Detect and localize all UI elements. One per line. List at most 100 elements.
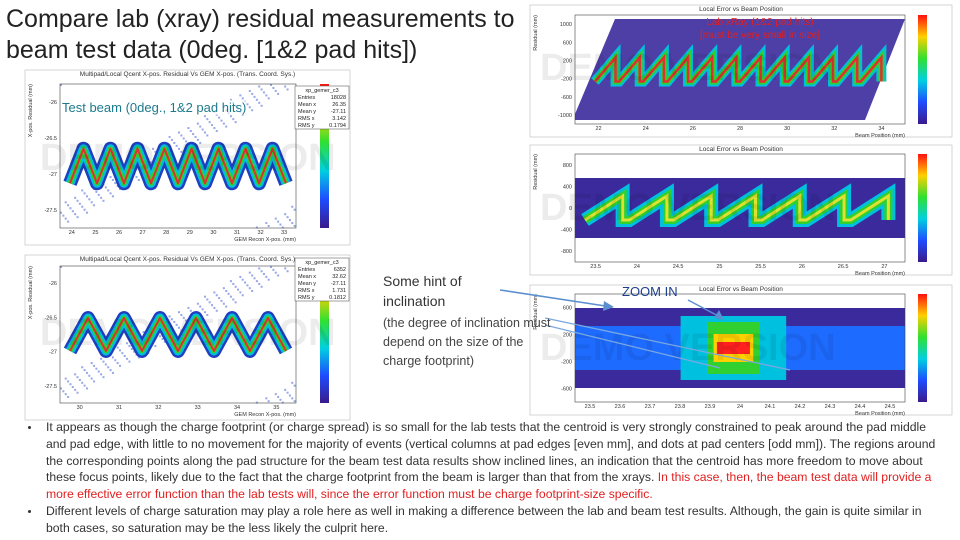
scatter-cell [293, 208, 296, 211]
scatter-cell [62, 214, 65, 217]
scatter-cell [182, 316, 185, 319]
scatter-cell [119, 364, 121, 367]
scatter-cell [135, 176, 138, 179]
scatter-cell [293, 400, 296, 403]
scatter-cell [213, 127, 216, 130]
stats-key: RMS x [298, 116, 315, 122]
bullet-text: Different levels of charge saturation ma… [46, 503, 922, 535]
x-tick-label: 28 [163, 230, 169, 236]
scatter-cell [206, 314, 209, 317]
scatter-cell [163, 340, 166, 343]
stats-name: xp_gemer_c3 [305, 88, 338, 94]
x-axis-label: Beam Position (mm) [855, 133, 905, 139]
scatter-cell [187, 306, 190, 309]
stats-key: RMS y [298, 295, 315, 301]
x-tick-label: 30 [210, 230, 216, 236]
scatter-cell [182, 137, 185, 140]
scatter-cell [88, 198, 91, 201]
x-tick-label: 28 [737, 126, 743, 132]
scatter-cell [76, 199, 79, 202]
x-tick-label: 23.6 [615, 404, 626, 410]
scatter-cell [74, 388, 77, 391]
y-tick-label: -27 [49, 172, 57, 178]
scatter-cell [104, 363, 107, 366]
stats-value: 26.35 [332, 102, 346, 108]
plot: Local Error vs Beam Position 23.5 24 24.5 25… [529, 144, 953, 277]
scatter-cell [67, 395, 70, 398]
stats-value: 0.1794 [329, 123, 346, 129]
stats-key: Mean x [298, 102, 316, 108]
stats-key: Mean y [298, 109, 316, 115]
stats-value: 3.142 [332, 116, 346, 122]
scatter-cell [159, 335, 162, 338]
scatter-cell [234, 285, 237, 288]
x-tick-label: 24.4 [855, 404, 866, 410]
scatter-cell [114, 359, 117, 362]
x-tick-label: 22 [596, 126, 602, 132]
scatter-cell [206, 118, 209, 121]
scatter-cell [265, 222, 268, 225]
scatter-cell [119, 349, 121, 352]
scatter-cell [78, 378, 81, 381]
slide-title: Compare lab (xray) residual measurements… [6, 5, 515, 64]
scatter-cell [180, 150, 183, 153]
y-tick-label: -26 [49, 100, 57, 106]
scatter-cell [185, 319, 188, 322]
y-tick-label: -800 [561, 249, 572, 255]
scatter-cell [93, 204, 96, 207]
zoom-label: ZOOM IN [622, 284, 678, 299]
scatter-cell [109, 176, 112, 179]
scatter-cell [255, 280, 258, 283]
scatter-cell [253, 95, 256, 98]
scatter-cell [128, 345, 131, 348]
scatter-cell [85, 211, 88, 214]
watermark: DEMO VERSION [540, 47, 836, 89]
plot: Multipad/Local Qcent X-pos. Residual Vs … [24, 69, 351, 246]
plot-title: Multipad/Local Qcent X-pos. Residual Vs … [80, 71, 295, 78]
density-band [69, 147, 287, 185]
y-tick-label: -27.5 [44, 384, 57, 390]
scatter-cell [199, 141, 202, 144]
scatter-cell [237, 288, 239, 291]
scatter-cell [71, 386, 74, 389]
scatter-cell [229, 295, 232, 298]
watermark: DEMO VERSION [40, 137, 336, 179]
scatter-cell [111, 356, 114, 359]
y-axis-label: X-pos. Residual (mm) [28, 266, 34, 319]
scatter-cell [137, 356, 140, 359]
scatter-cell [213, 291, 216, 294]
x-tick-label: 24.3 [825, 404, 836, 410]
scatter-cell [187, 127, 190, 130]
scatter-cell [201, 308, 204, 311]
x-tick-label: 24 [634, 264, 640, 270]
band [716, 342, 750, 354]
scatter-cell [241, 294, 244, 297]
scatter-cell [274, 393, 277, 396]
scatter-cell [274, 89, 277, 92]
scatter-cell [90, 201, 93, 204]
scatter-cell [218, 297, 221, 300]
y-axis-label: Residual (mm) [533, 15, 539, 51]
x-tick-label: 30 [784, 126, 790, 132]
stats-key: Mean x [298, 274, 316, 280]
scatter-cell [258, 101, 261, 104]
x-axis-label: GEM Recon X-pos. (mm) [234, 237, 296, 243]
scatter-cell [199, 305, 202, 308]
scatter-cell [154, 345, 157, 348]
scatter-cell [102, 376, 105, 379]
y-tick-label: 1000 [560, 22, 572, 28]
scatter-cell [90, 377, 93, 380]
scatter-cell [81, 189, 84, 192]
y-axis-label: X-pos. Residual (mm) [28, 84, 34, 137]
x-tick-label: 26 [799, 264, 805, 270]
scatter-cell [104, 186, 107, 189]
scatter-cell [272, 268, 275, 271]
stats-value: -27.11 [331, 109, 346, 115]
stats-key: Entries [298, 95, 315, 101]
scatter-cell [284, 267, 287, 270]
scatter-cell [123, 354, 126, 357]
scatter-cell [203, 131, 206, 134]
scatter-cell [248, 89, 251, 92]
x-tick-label: 31 [116, 405, 122, 411]
scatter-cell [232, 298, 235, 301]
